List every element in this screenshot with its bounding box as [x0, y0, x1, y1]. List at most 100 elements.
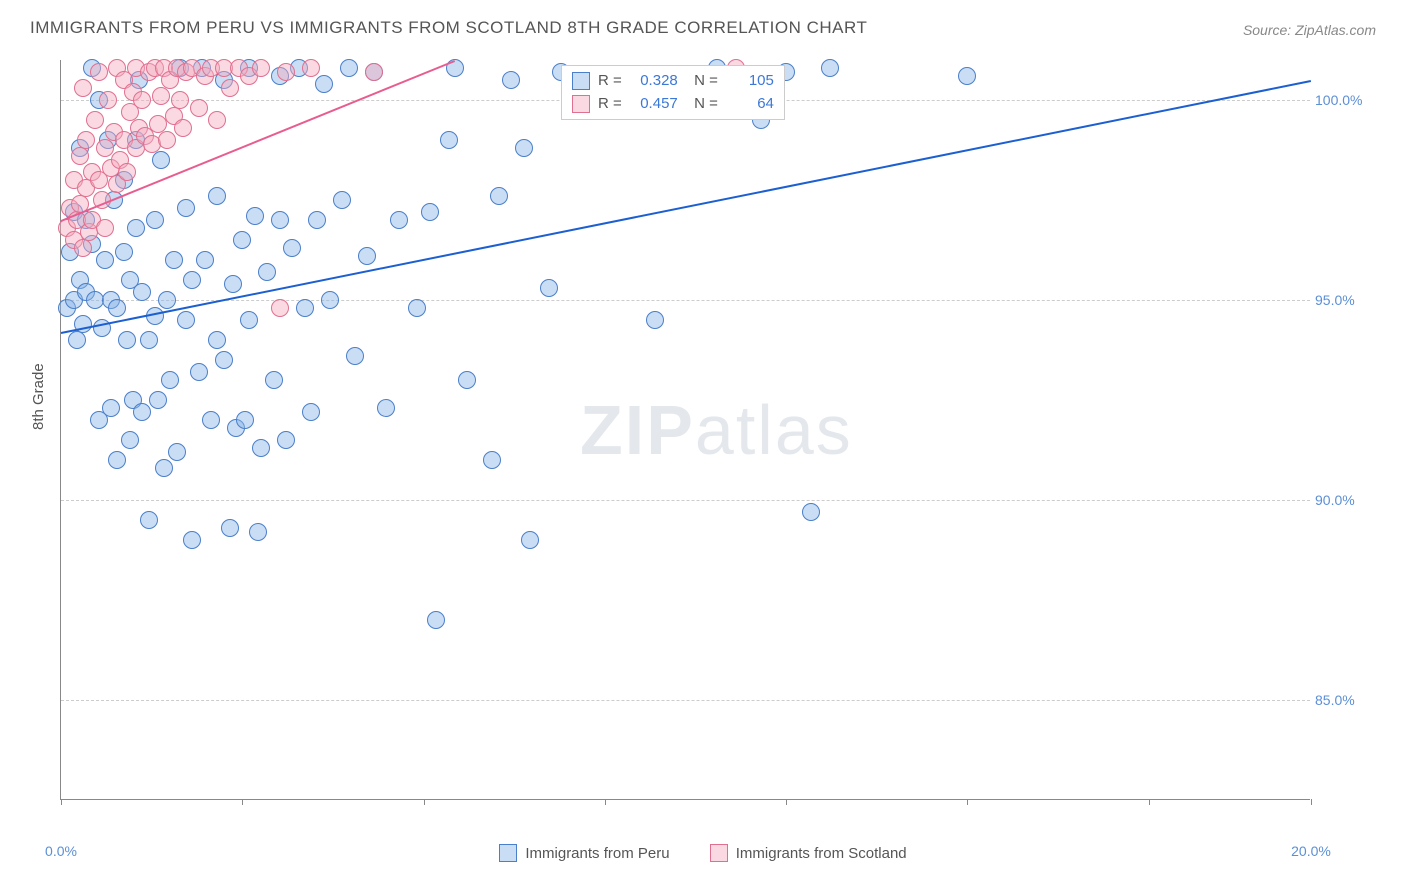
data-point	[802, 503, 820, 521]
data-point	[421, 203, 439, 221]
source-label: Source: ZipAtlas.com	[1243, 22, 1376, 38]
data-point	[333, 191, 351, 209]
ytick-label: 95.0%	[1315, 292, 1370, 308]
data-point	[208, 331, 226, 349]
data-point	[258, 263, 276, 281]
legend-r-value: 0.328	[630, 70, 678, 93]
series-legend: Immigrants from Peru Immigrants from Sco…	[0, 844, 1406, 866]
data-point	[99, 91, 117, 109]
chart-title: IMMIGRANTS FROM PERU VS IMMIGRANTS FROM …	[30, 18, 867, 38]
legend-n-value: 64	[726, 93, 774, 116]
data-point	[168, 443, 186, 461]
legend-row-peru: R = 0.328 N = 105	[572, 70, 774, 93]
gridline	[61, 700, 1310, 701]
data-point	[161, 371, 179, 389]
data-point	[358, 247, 376, 265]
data-point	[165, 251, 183, 269]
xtick-mark	[967, 799, 968, 805]
data-point	[177, 311, 195, 329]
data-point	[183, 531, 201, 549]
y-axis-label: 8th Grade	[30, 363, 47, 430]
data-point	[246, 207, 264, 225]
legend-item-scotland: Immigrants from Scotland	[710, 844, 907, 862]
data-point	[540, 279, 558, 297]
legend-n-label: N =	[686, 93, 718, 116]
data-point	[133, 403, 151, 421]
data-point	[155, 459, 173, 477]
data-point	[108, 299, 126, 317]
data-point	[271, 299, 289, 317]
data-point	[377, 399, 395, 417]
data-point	[283, 239, 301, 257]
data-point	[277, 431, 295, 449]
data-point	[252, 439, 270, 457]
ytick-label: 85.0%	[1315, 692, 1370, 708]
data-point	[221, 519, 239, 537]
xtick-mark	[786, 799, 787, 805]
data-point	[483, 451, 501, 469]
data-point	[152, 87, 170, 105]
xtick-mark	[242, 799, 243, 805]
data-point	[121, 431, 139, 449]
legend-n-value: 105	[726, 70, 774, 93]
data-point	[74, 79, 92, 97]
xtick-mark	[1149, 799, 1150, 805]
data-point	[221, 79, 239, 97]
data-point	[302, 403, 320, 421]
data-point	[321, 291, 339, 309]
swatch-pink-icon	[710, 844, 728, 862]
gridline	[61, 500, 1310, 501]
data-point	[190, 99, 208, 117]
xtick-mark	[605, 799, 606, 805]
legend-n-label: N =	[686, 70, 718, 93]
data-point	[365, 63, 383, 81]
data-point	[208, 187, 226, 205]
data-point	[118, 331, 136, 349]
data-point	[90, 63, 108, 81]
legend-r-value: 0.457	[630, 93, 678, 116]
data-point	[118, 163, 136, 181]
legend-label: Immigrants from Scotland	[736, 845, 907, 862]
legend-r-label: R =	[598, 70, 622, 93]
data-point	[296, 299, 314, 317]
data-point	[821, 59, 839, 77]
data-point	[171, 91, 189, 109]
data-point	[74, 239, 92, 257]
data-point	[102, 399, 120, 417]
ytick-label: 90.0%	[1315, 492, 1370, 508]
data-point	[196, 251, 214, 269]
data-point	[271, 211, 289, 229]
data-point	[315, 75, 333, 93]
data-point	[308, 211, 326, 229]
data-point	[490, 187, 508, 205]
data-point	[149, 391, 167, 409]
data-point	[86, 111, 104, 129]
data-point	[249, 523, 267, 541]
data-point	[302, 59, 320, 77]
legend-row-scotland: R = 0.457 N = 64	[572, 93, 774, 116]
data-point	[133, 91, 151, 109]
data-point	[252, 59, 270, 77]
data-point	[236, 411, 254, 429]
data-point	[408, 299, 426, 317]
data-point	[68, 331, 86, 349]
correlation-legend: R = 0.328 N = 105 R = 0.457 N = 64	[561, 65, 785, 120]
data-point	[340, 59, 358, 77]
data-point	[208, 111, 226, 129]
data-point	[177, 199, 195, 217]
data-point	[146, 211, 164, 229]
data-point	[183, 271, 201, 289]
xtick-mark	[61, 799, 62, 805]
data-point	[521, 531, 539, 549]
data-point	[440, 131, 458, 149]
data-point	[390, 211, 408, 229]
data-point	[646, 311, 664, 329]
data-point	[174, 119, 192, 137]
legend-item-peru: Immigrants from Peru	[499, 844, 669, 862]
swatch-pink-icon	[572, 95, 590, 113]
data-point	[96, 219, 114, 237]
xtick-mark	[1311, 799, 1312, 805]
data-point	[202, 411, 220, 429]
data-point	[277, 63, 295, 81]
data-point	[502, 71, 520, 89]
